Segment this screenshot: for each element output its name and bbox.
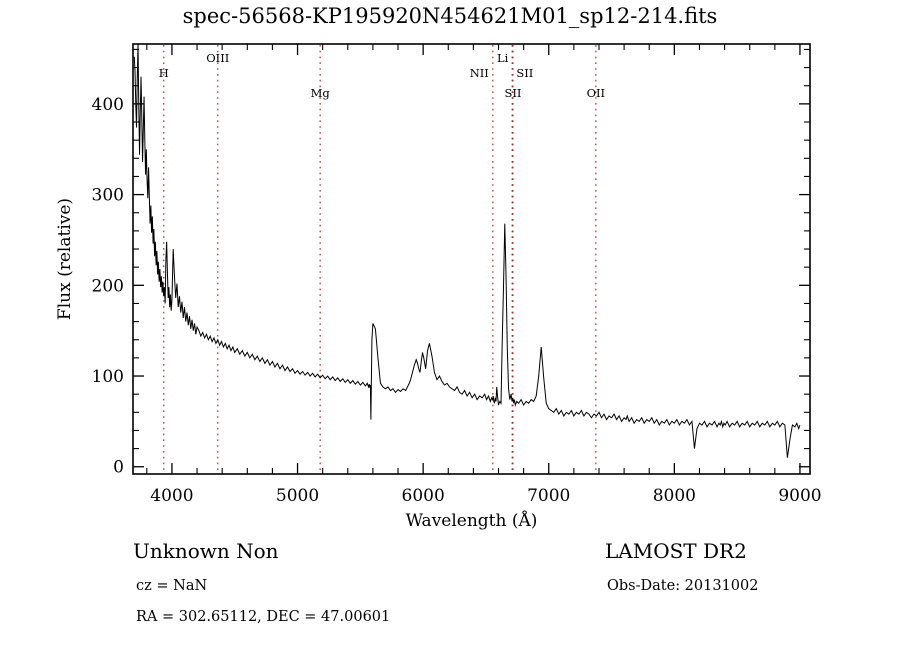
line-label-li: Li: [497, 51, 509, 65]
y-tick-label: 400: [92, 95, 124, 115]
x-tick-label: 9000: [778, 486, 821, 506]
x-tick-label: 8000: [653, 486, 696, 506]
y-tick-label: 0: [113, 458, 124, 478]
line-label-oiii: OIII: [206, 51, 229, 65]
line-label-sii: SII: [504, 86, 521, 100]
x-tick-label: 6000: [402, 486, 445, 506]
line-label-nii: NII: [470, 66, 489, 80]
x-tick-label: 7000: [527, 486, 570, 506]
y-axis-title: Flux (relative): [55, 198, 75, 320]
line-label-h: H: [159, 66, 169, 80]
spectrum-trace: [133, 43, 801, 458]
y-tick-label: 300: [92, 186, 124, 206]
page-title: spec-56568-KP195920N454621M01_sp12-214.f…: [182, 4, 718, 28]
x-axis-title: Wavelength (Å): [406, 510, 538, 531]
x-tick-label: 4000: [150, 486, 193, 506]
y-tick-label: 200: [92, 276, 124, 296]
plot-frame: [132, 43, 811, 475]
line-label-sii: SII: [516, 66, 533, 80]
x-tick-label: 5000: [276, 486, 319, 506]
line-label-mg: Mg: [311, 86, 331, 100]
line-label-oii: OII: [587, 86, 606, 100]
y-tick-label: 100: [92, 367, 124, 387]
